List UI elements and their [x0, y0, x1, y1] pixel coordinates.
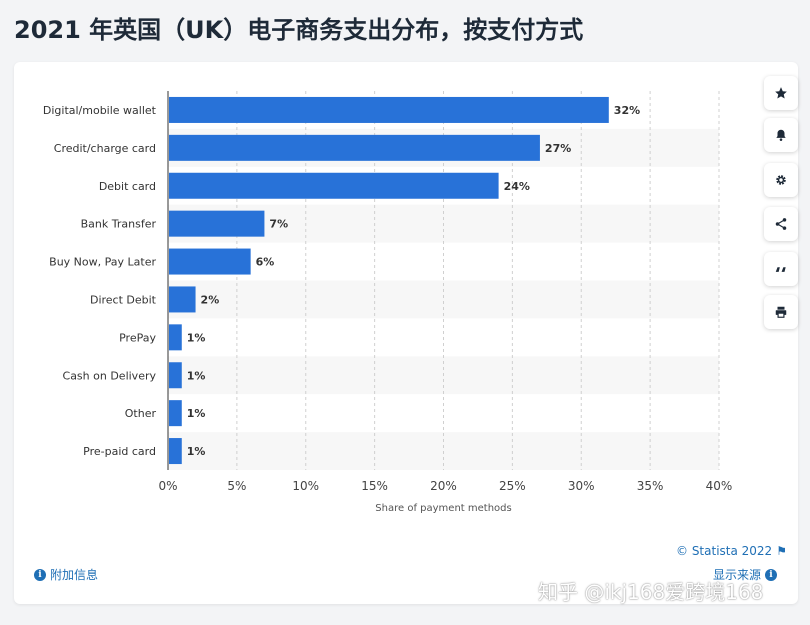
value-label: 6%: [256, 256, 275, 269]
additional-info-label: 附加信息: [50, 568, 99, 582]
show-source-link[interactable]: 显示来源 i: [713, 566, 778, 583]
row-band: [168, 280, 719, 319]
value-label: 1%: [187, 369, 206, 382]
value-label: 1%: [187, 445, 206, 458]
notification-button[interactable]: [764, 118, 798, 152]
x-tick-label: 25%: [499, 479, 526, 493]
favorite-button[interactable]: [764, 76, 798, 110]
value-label: 7%: [269, 218, 288, 231]
x-tick-label: 15%: [361, 479, 388, 493]
x-tick-label: 30%: [568, 479, 595, 493]
share-icon: [775, 218, 787, 230]
category-label: Cash on Delivery: [63, 369, 157, 382]
x-tick-label: 5%: [227, 479, 246, 493]
category-label: PrePay: [119, 331, 156, 344]
cite-button[interactable]: [764, 252, 798, 286]
bar: [169, 172, 499, 199]
print-button[interactable]: [764, 295, 798, 329]
bell-icon: [776, 129, 786, 141]
print-icon: [775, 306, 787, 318]
category-label: Pre-paid card: [83, 445, 156, 458]
category-label: Direct Debit: [90, 293, 157, 306]
x-axis-title: Share of payment methods: [375, 503, 511, 514]
bar: [169, 210, 265, 237]
value-label: 2%: [201, 293, 220, 306]
watermark: 知乎 @ikj168爱跨境168: [538, 580, 764, 604]
bar: [169, 134, 540, 161]
info-icon: i: [34, 568, 46, 581]
value-label: 1%: [187, 407, 206, 420]
credit-text: © Statista 2022: [676, 544, 773, 558]
additional-info-link[interactable]: i 附加信息: [34, 566, 98, 583]
info-icon: i: [765, 568, 778, 581]
category-label: Other: [125, 407, 157, 420]
x-tick-label: 20%: [430, 479, 457, 493]
x-tick-label: 0%: [158, 479, 177, 493]
value-label: 27%: [545, 142, 571, 155]
flag-icon: ⚑: [776, 544, 787, 558]
x-tick-label: 35%: [637, 479, 664, 493]
x-tick-label: 40%: [706, 479, 733, 493]
value-label: 32%: [614, 104, 640, 117]
bar: [169, 248, 251, 275]
bar: [169, 362, 182, 389]
x-tick-label: 10%: [292, 479, 319, 493]
value-label: 24%: [504, 180, 530, 193]
bar: [169, 286, 196, 313]
category-label: Bank Transfer: [81, 218, 157, 231]
chart-card: Digital/mobile wallet 32% Credit/charge ca…: [14, 62, 798, 604]
share-button[interactable]: [764, 207, 798, 241]
statista-credit[interactable]: © Statista 2022 ⚑: [676, 544, 787, 558]
bar: [169, 400, 182, 427]
category-label: Buy Now, Pay Later: [49, 256, 156, 269]
category-label: Debit card: [99, 180, 156, 193]
bar: [169, 96, 609, 123]
bar: [169, 324, 182, 351]
value-label: 1%: [187, 331, 206, 344]
quote-icon: [775, 267, 786, 272]
settings-button[interactable]: [764, 163, 798, 197]
gear-icon: [776, 175, 786, 185]
page-title: 2021 年英国（UK）电子商务支出分布，按支付方式: [14, 16, 584, 44]
category-label: Digital/mobile wallet: [43, 104, 157, 117]
bar: [169, 438, 182, 465]
bar-chart: Digital/mobile wallet 32% Credit/charge ca…: [43, 91, 733, 514]
category-label: Credit/charge card: [54, 142, 156, 155]
star-icon: [775, 87, 787, 99]
show-source-label: 显示来源: [713, 568, 762, 582]
